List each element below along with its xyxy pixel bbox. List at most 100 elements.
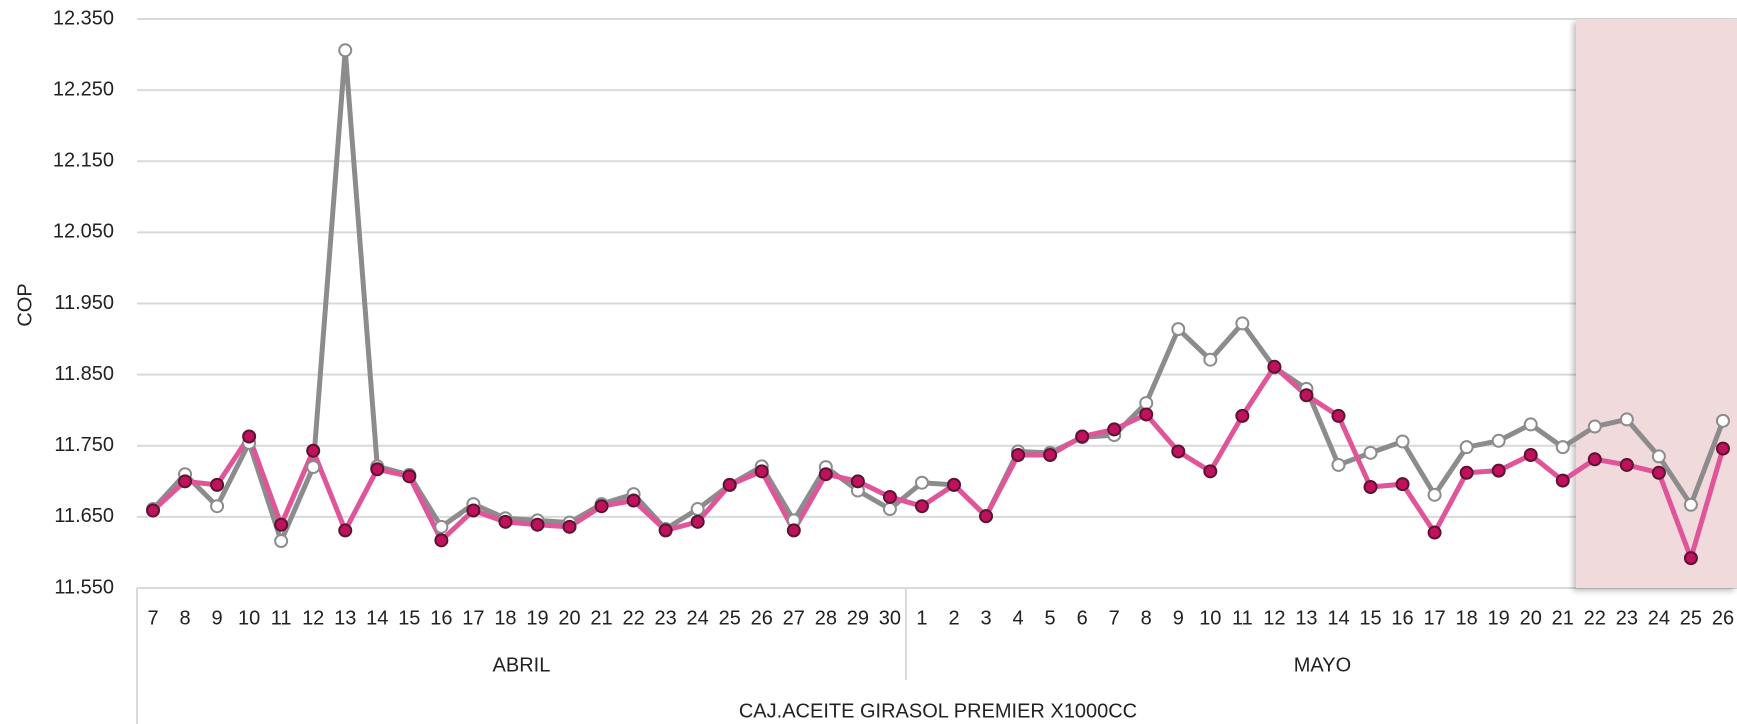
marker xyxy=(1715,441,1730,456)
marker xyxy=(178,474,193,489)
x-tick-label: 21 xyxy=(590,607,612,629)
x-tick-label: 26 xyxy=(751,607,773,629)
marker xyxy=(1171,444,1186,459)
x-tick-label: 10 xyxy=(1199,607,1221,629)
x-tick-label: 2 xyxy=(948,607,959,629)
x-tick-label: 25 xyxy=(719,607,741,629)
marker xyxy=(1491,433,1506,448)
marker xyxy=(914,499,929,514)
x-tick-label: 26 xyxy=(1712,607,1734,629)
marker xyxy=(1651,449,1666,464)
marker xyxy=(1523,447,1538,462)
marker xyxy=(1107,422,1122,437)
marker xyxy=(466,503,481,518)
marker xyxy=(1651,465,1666,480)
marker xyxy=(402,469,417,484)
y-tick-label: 12.050 xyxy=(53,221,114,243)
marker xyxy=(338,43,353,58)
x-tick-label: 7 xyxy=(147,607,158,629)
marker xyxy=(979,509,994,524)
marker xyxy=(1587,452,1602,467)
x-tick-label: 13 xyxy=(334,607,356,629)
x-tick-label: 4 xyxy=(1013,607,1024,629)
marker xyxy=(690,502,705,517)
marker xyxy=(1395,434,1410,449)
marker xyxy=(338,523,353,538)
marker xyxy=(1619,457,1634,472)
x-tick-label: 17 xyxy=(462,607,484,629)
marker xyxy=(1459,440,1474,455)
marker xyxy=(1427,525,1442,540)
marker xyxy=(658,523,673,538)
x-tick-label: 8 xyxy=(1141,607,1152,629)
x-tick-label: 23 xyxy=(655,607,677,629)
marker xyxy=(1491,463,1506,478)
marker xyxy=(1715,413,1730,428)
marker xyxy=(210,499,225,514)
x-tick-label: 16 xyxy=(430,607,452,629)
x-tick-label: 8 xyxy=(179,607,190,629)
series-line xyxy=(151,364,1726,561)
marker xyxy=(498,514,513,529)
x-tick-label: 18 xyxy=(494,607,516,629)
marker xyxy=(914,475,929,490)
x-tick-label: 10 xyxy=(238,607,260,629)
marker xyxy=(1235,408,1250,423)
marker xyxy=(1683,551,1698,566)
marker xyxy=(690,514,705,529)
marker xyxy=(306,460,321,475)
x-tick-label: 23 xyxy=(1616,607,1638,629)
marker xyxy=(1235,316,1250,331)
x-tick-label: 24 xyxy=(1648,607,1670,629)
marker xyxy=(1043,447,1058,462)
marker xyxy=(434,533,449,548)
x-tick-label: 17 xyxy=(1423,607,1445,629)
marker xyxy=(850,474,865,489)
x-tick-label: 12 xyxy=(1263,607,1285,629)
marker xyxy=(818,467,833,482)
x-tick-label: 15 xyxy=(398,607,420,629)
marker xyxy=(1203,464,1218,479)
highlight-region xyxy=(1576,19,1737,588)
y-axis-title: COP xyxy=(14,283,36,326)
marker xyxy=(786,523,801,538)
marker xyxy=(1395,477,1410,492)
marker xyxy=(1427,487,1442,502)
marker xyxy=(146,503,160,518)
marker xyxy=(754,464,769,479)
marker xyxy=(1363,480,1378,495)
marker xyxy=(1459,465,1474,480)
y-tick-label: 11.550 xyxy=(54,576,114,598)
marker xyxy=(722,477,737,492)
x-tick-label: 20 xyxy=(1520,607,1542,629)
marker xyxy=(1299,388,1314,403)
x-tick-label: 11 xyxy=(271,607,292,629)
series-line xyxy=(151,47,1726,544)
x-tick-label: 20 xyxy=(558,607,580,629)
marker xyxy=(242,429,257,444)
x-tick-label: 22 xyxy=(622,607,644,629)
x-tick-label: 28 xyxy=(815,607,837,629)
marker xyxy=(594,499,609,514)
x-tick-label: 22 xyxy=(1584,607,1606,629)
marker xyxy=(1331,408,1346,423)
x-tick-label: 19 xyxy=(1488,607,1510,629)
marker xyxy=(370,462,385,477)
marker xyxy=(947,477,961,492)
x-tick-label: 9 xyxy=(1173,607,1184,629)
marker xyxy=(1139,407,1154,422)
marker xyxy=(882,489,897,504)
marker xyxy=(1203,352,1218,367)
marker xyxy=(1587,419,1602,434)
marker xyxy=(1139,396,1154,411)
x-tick-label: 9 xyxy=(212,607,223,629)
x-tick-label: 25 xyxy=(1680,607,1702,629)
x-tick-label: 18 xyxy=(1456,607,1478,629)
y-tick-label: 12.350 xyxy=(53,7,114,29)
marker xyxy=(626,493,641,508)
y-tick-label: 11.850 xyxy=(54,363,114,385)
x-tick-label: 5 xyxy=(1045,607,1056,629)
x-tick-label: 7 xyxy=(1109,607,1120,629)
x-tick-label: 19 xyxy=(526,607,548,629)
